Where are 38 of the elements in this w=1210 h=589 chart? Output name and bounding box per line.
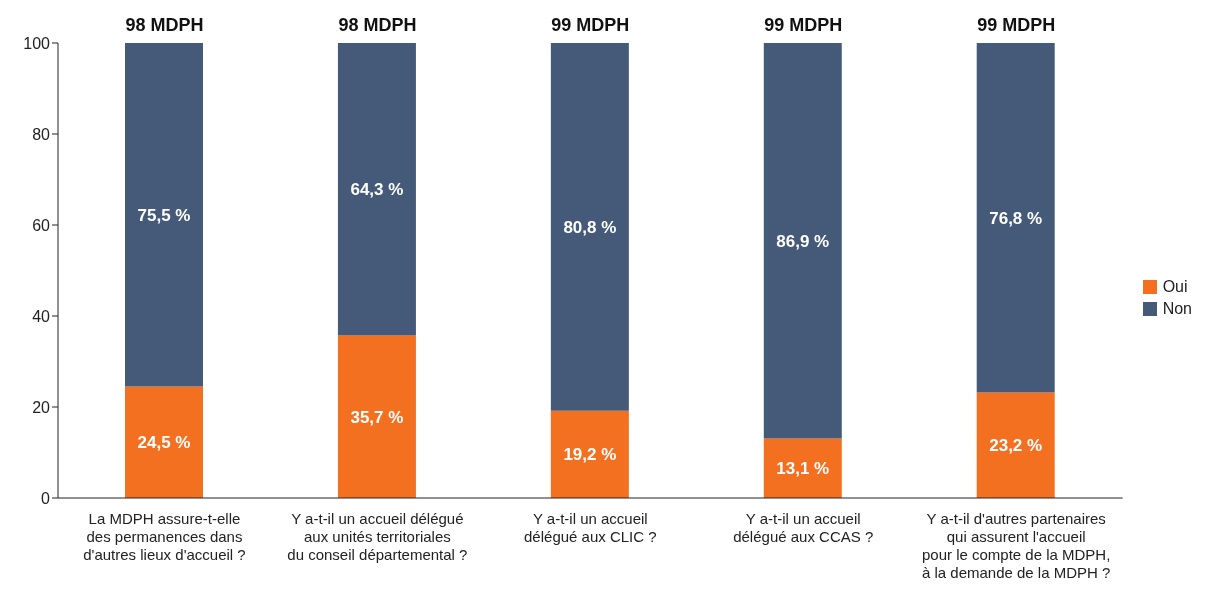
y-tick-label: 100 [23, 34, 51, 52]
x-tick-label: Y a-t-il d'autres partenaires qui assurent l'accueil pour le compte de la MDPH, à la demande de la MDPH ? [921, 510, 1111, 581]
bar [763, 43, 842, 439]
data-label: 76,8 % [989, 208, 1043, 228]
bar [337, 43, 416, 336]
annotation: 99 MDPH [977, 15, 1056, 35]
y-tick-label: 20 [32, 398, 51, 416]
annotation: 99 MDPH [551, 15, 630, 35]
y-tick-label: 40 [32, 307, 51, 325]
annotation: 98 MDPH [125, 15, 204, 35]
data-label: 64,3 % [350, 180, 404, 200]
data-label: 13,1 % [776, 459, 830, 479]
bar [550, 43, 629, 411]
data-label: 35,7 % [350, 407, 404, 427]
data-label: 80,8 % [563, 217, 617, 237]
data-label: 86,9 % [776, 231, 830, 251]
y-tick-label: 80 [32, 125, 51, 143]
x-tick-label: Y a-t-il un accueil délégué aux CCAS ? [733, 510, 874, 545]
annotation: 99 MDPH [764, 15, 843, 35]
bar [550, 410, 629, 498]
bar [976, 392, 1055, 498]
annotation: 98 MDPH [338, 15, 417, 35]
data-label: 19,2 % [563, 445, 617, 465]
x-tick-label: La MDPH assure-t-elle des permanences dans d'autres lieux d'accueil ? [83, 510, 246, 563]
bar [976, 43, 1055, 393]
y-tick-label: 60 [32, 216, 51, 234]
y-tick-label: 0 [41, 489, 51, 507]
data-label: 23,2 % [989, 436, 1043, 456]
x-tick-label: Y a-t-il un accueil délégué aux CLIC ? [524, 510, 657, 545]
legend-label: Non [1162, 300, 1192, 318]
x-tick-label: Y a-t-il un accueil délégué aux unités territoriales du conseil départemental ? [287, 510, 468, 563]
legend-label: Oui [1162, 278, 1188, 296]
bar [763, 438, 842, 498]
data-label: 75,5 % [137, 205, 191, 225]
data-label: 24,5 % [137, 433, 191, 453]
bar [337, 335, 416, 498]
bar [125, 43, 203, 387]
bar [125, 386, 203, 498]
